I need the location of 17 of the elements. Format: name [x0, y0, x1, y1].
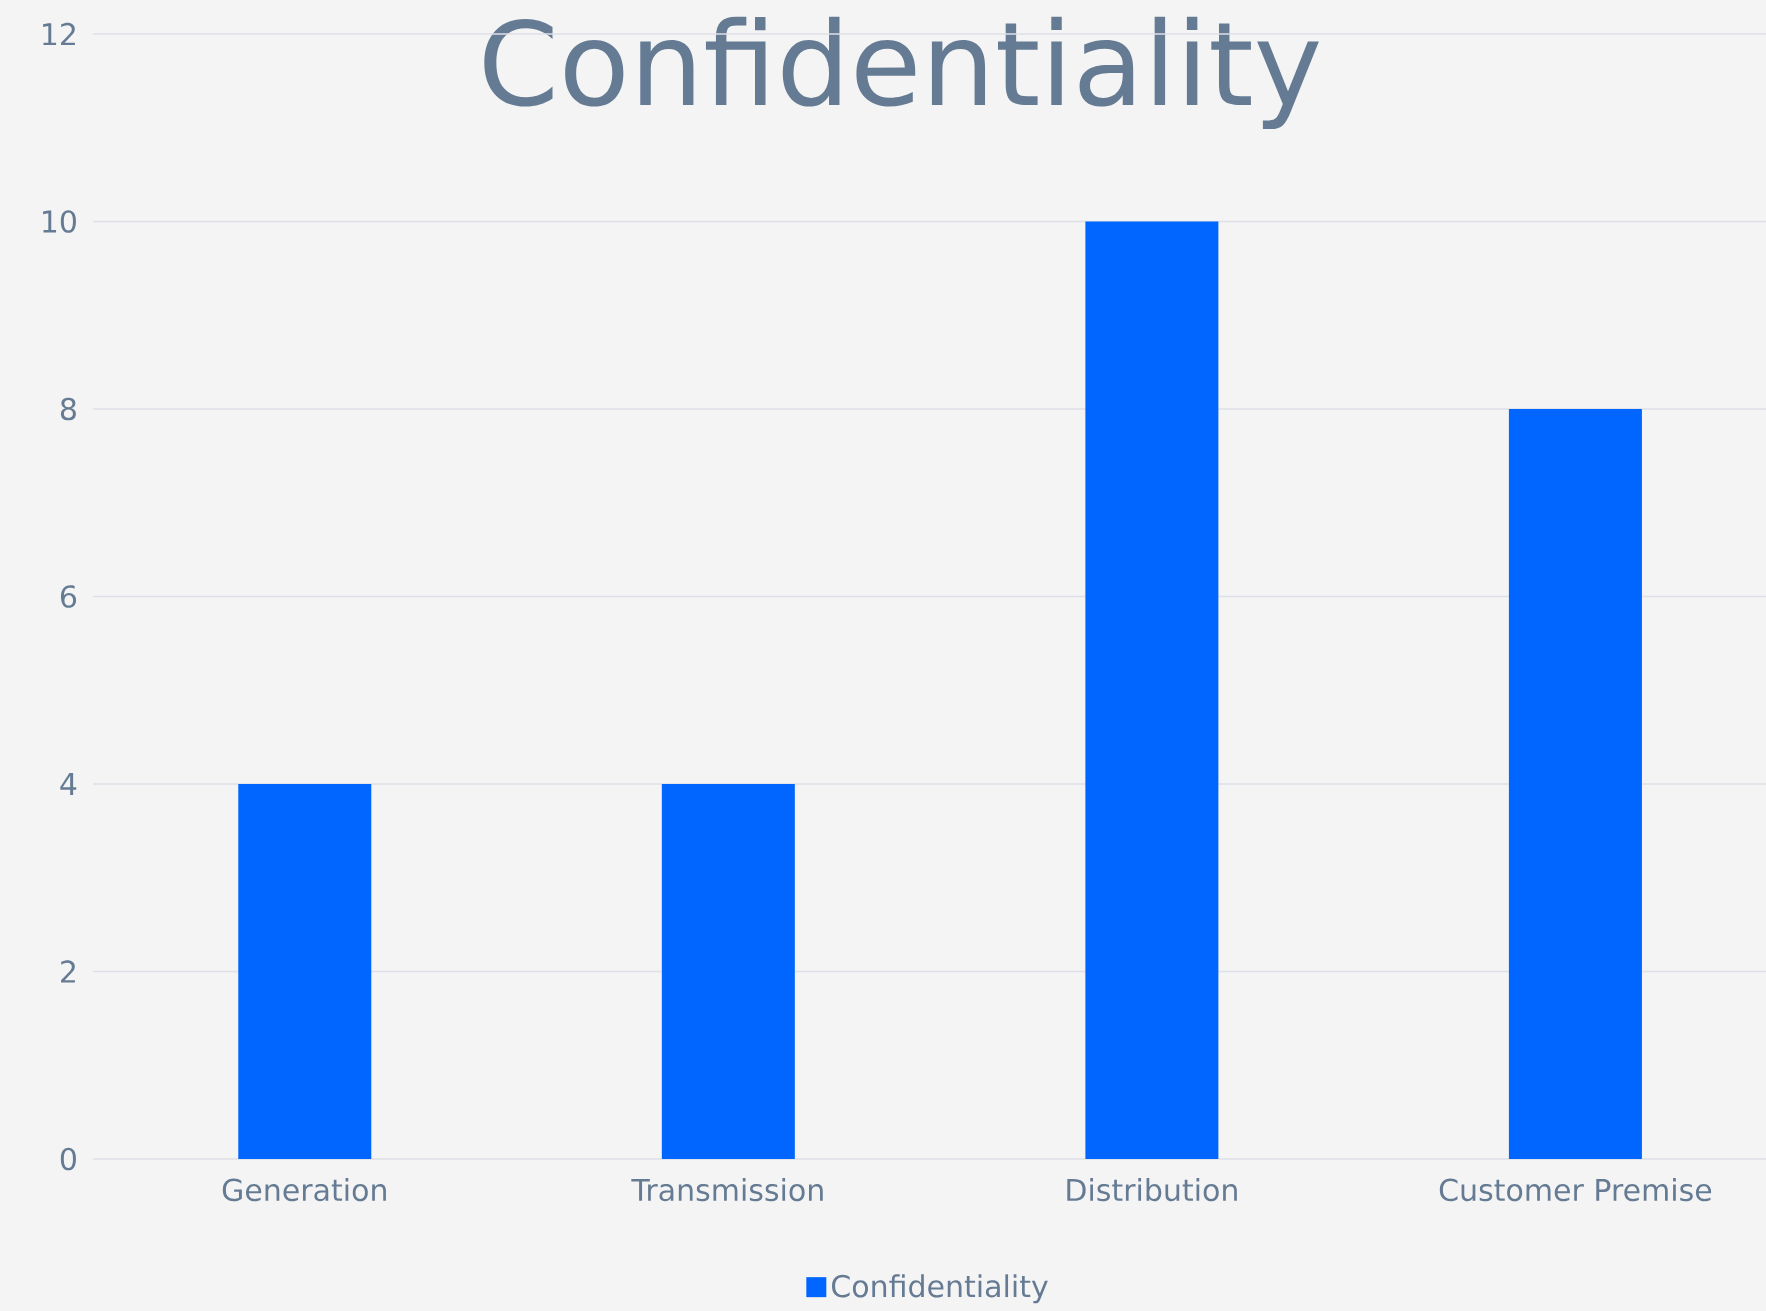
- y-tick-label: 12: [43, 22, 75, 46]
- bar: [238, 783, 372, 1159]
- x-tick-label: Distribution: [1067, 1178, 1237, 1202]
- y-tick-label: 0: [60, 1147, 76, 1171]
- bar: [1085, 221, 1219, 1159]
- x-tick-label: Customer Premise: [1439, 1178, 1712, 1202]
- y-tick-label: 10: [43, 210, 76, 233]
- y-tick-label: 4: [60, 773, 77, 795]
- x-tick-label: Generation: [222, 1178, 386, 1202]
- chart-title: Confidentiality: [484, 16, 1319, 130]
- bar: [1508, 408, 1642, 1159]
- x-tick-label: Transmission: [631, 1178, 823, 1202]
- bar: [661, 783, 795, 1159]
- y-tick-label: 8: [60, 397, 76, 421]
- legend-label: Confidentiality: [832, 1274, 1048, 1304]
- y-tick-label: 6: [60, 585, 77, 608]
- y-tick-label: 2: [61, 960, 75, 983]
